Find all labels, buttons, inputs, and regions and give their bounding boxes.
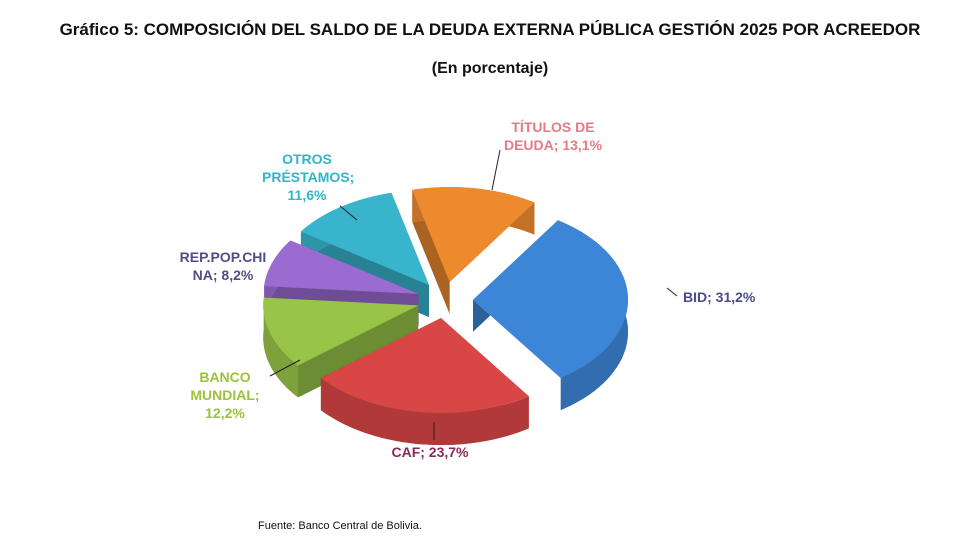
label-otros: OTROS PRÉSTAMOS; 11,6% bbox=[262, 151, 355, 203]
label-china: REP.POP.CHI NA; 8,2% bbox=[179, 249, 267, 283]
pie-slice-top bbox=[472, 220, 628, 379]
pie-slice-wall bbox=[263, 297, 299, 398]
pie-slice-top bbox=[264, 240, 419, 294]
source-note: Fuente: Banco Central de Bolivia. bbox=[258, 520, 422, 532]
pie-slice-banco-mundial bbox=[263, 297, 419, 398]
pie-slice-wall bbox=[320, 378, 529, 445]
pie-slice-top bbox=[263, 297, 419, 366]
pie-slice-caf bbox=[320, 318, 529, 445]
leader-line bbox=[666, 287, 678, 297]
chart-subtitle: (En porcentaje) bbox=[431, 60, 549, 77]
leader-line bbox=[269, 359, 301, 377]
label-titulos: TÍTULOS DE DEUDA; 13,1% bbox=[503, 119, 603, 153]
pie-slice-t-tulos-de-deuda bbox=[412, 187, 535, 315]
chart-title: Gráfico 5: COMPOSICIÓN DEL SALDO DE LA D… bbox=[59, 20, 921, 39]
label-bid: BID; 31,2% bbox=[683, 289, 756, 305]
leader-line bbox=[339, 205, 358, 221]
leader-line bbox=[491, 149, 501, 191]
pie-slice-top bbox=[320, 318, 529, 413]
pie-slice-top bbox=[412, 187, 535, 283]
pie-slice-top bbox=[300, 192, 429, 286]
pie-slice-bid bbox=[472, 220, 628, 411]
label-banco-mundial: BANCO MUNDIAL; 12,2% bbox=[190, 369, 260, 421]
label-caf: CAF; 23,7% bbox=[391, 444, 469, 460]
